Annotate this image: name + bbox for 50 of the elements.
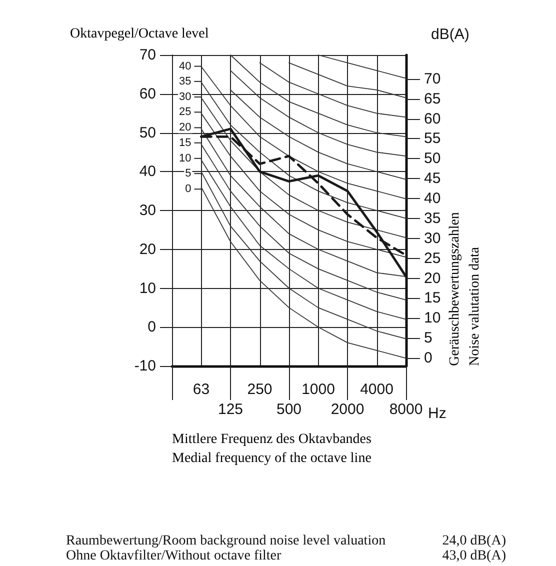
y2-tick-label: 30 [424,230,441,247]
y2-tick-label: 65 [424,90,441,108]
text: 43,0 dB(A) [442,548,506,564]
annotation: 10 [179,152,192,164]
text: Ohne Oktavfilter/Without octave filter [66,548,282,564]
y2-tick-label: 45 [424,170,441,188]
y2-tick-label: 35 [424,210,441,227]
annotation: 15 [179,136,192,149]
y-tick-label: -10 [134,358,156,374]
y2-tick-label: 20 [424,270,441,287]
text: Hz [428,405,446,422]
x-tick-label: 2000 [330,401,364,418]
y2-tick-label: 15 [424,290,441,307]
y2-tick-label: 10 [424,310,441,327]
annotation: 20 [179,122,192,134]
y2-tick-label: 60 [424,110,441,128]
annotation: 0 [185,183,192,196]
x-axis-title: Mittlere Frequenz des Oktavbandes Medial frequency of the octave line [172,432,372,466]
x-tick-label: 500 [276,401,302,418]
y2-tick-label: 55 [424,130,441,148]
x-tick-label: 63 [192,381,210,398]
y-tick-label: 70 [139,46,156,64]
text: Raumbewertung/Room background noise level valuation [66,534,386,548]
x-tick-label: 250 [247,381,272,398]
y-tick-label: 40 [139,163,156,180]
y-tick-label: 10 [139,280,156,297]
y-axis-title: Oktavpegel/Octave level [70,26,209,42]
y2-tick-label: 5 [424,330,432,347]
y2-tick-label: 50 [424,150,441,168]
y-tick-label: 50 [139,124,156,142]
y-tick-label: 60 [139,85,156,102]
x-tick-label: 1000 [302,381,335,398]
annotation: 5 [185,168,192,180]
y2-tick-label: 25 [424,250,441,267]
y2-axis-title: Geräuschbewertungszahlen Noise valutation data [448,212,482,366]
annotation: 35 [179,75,192,88]
annotation: 25 [179,106,192,118]
x-tick-label: 4000 [360,381,394,398]
y-tick-label: 30 [139,202,156,219]
annotation: 30 [179,90,192,103]
annotation: 40 [179,60,192,72]
y-tick-label: 20 [139,240,156,258]
y2-tick-label: 0 [424,350,432,367]
text: 24,0 dB(A) [442,534,506,548]
y2-tick-label: 70 [424,70,441,88]
x-tick-label: 125 [218,401,244,418]
text: dB(A) [431,26,470,43]
x-tick-label: 8000 [389,401,423,418]
y-tick-label: 0 [148,318,156,336]
y2-tick-label: 40 [424,190,441,208]
